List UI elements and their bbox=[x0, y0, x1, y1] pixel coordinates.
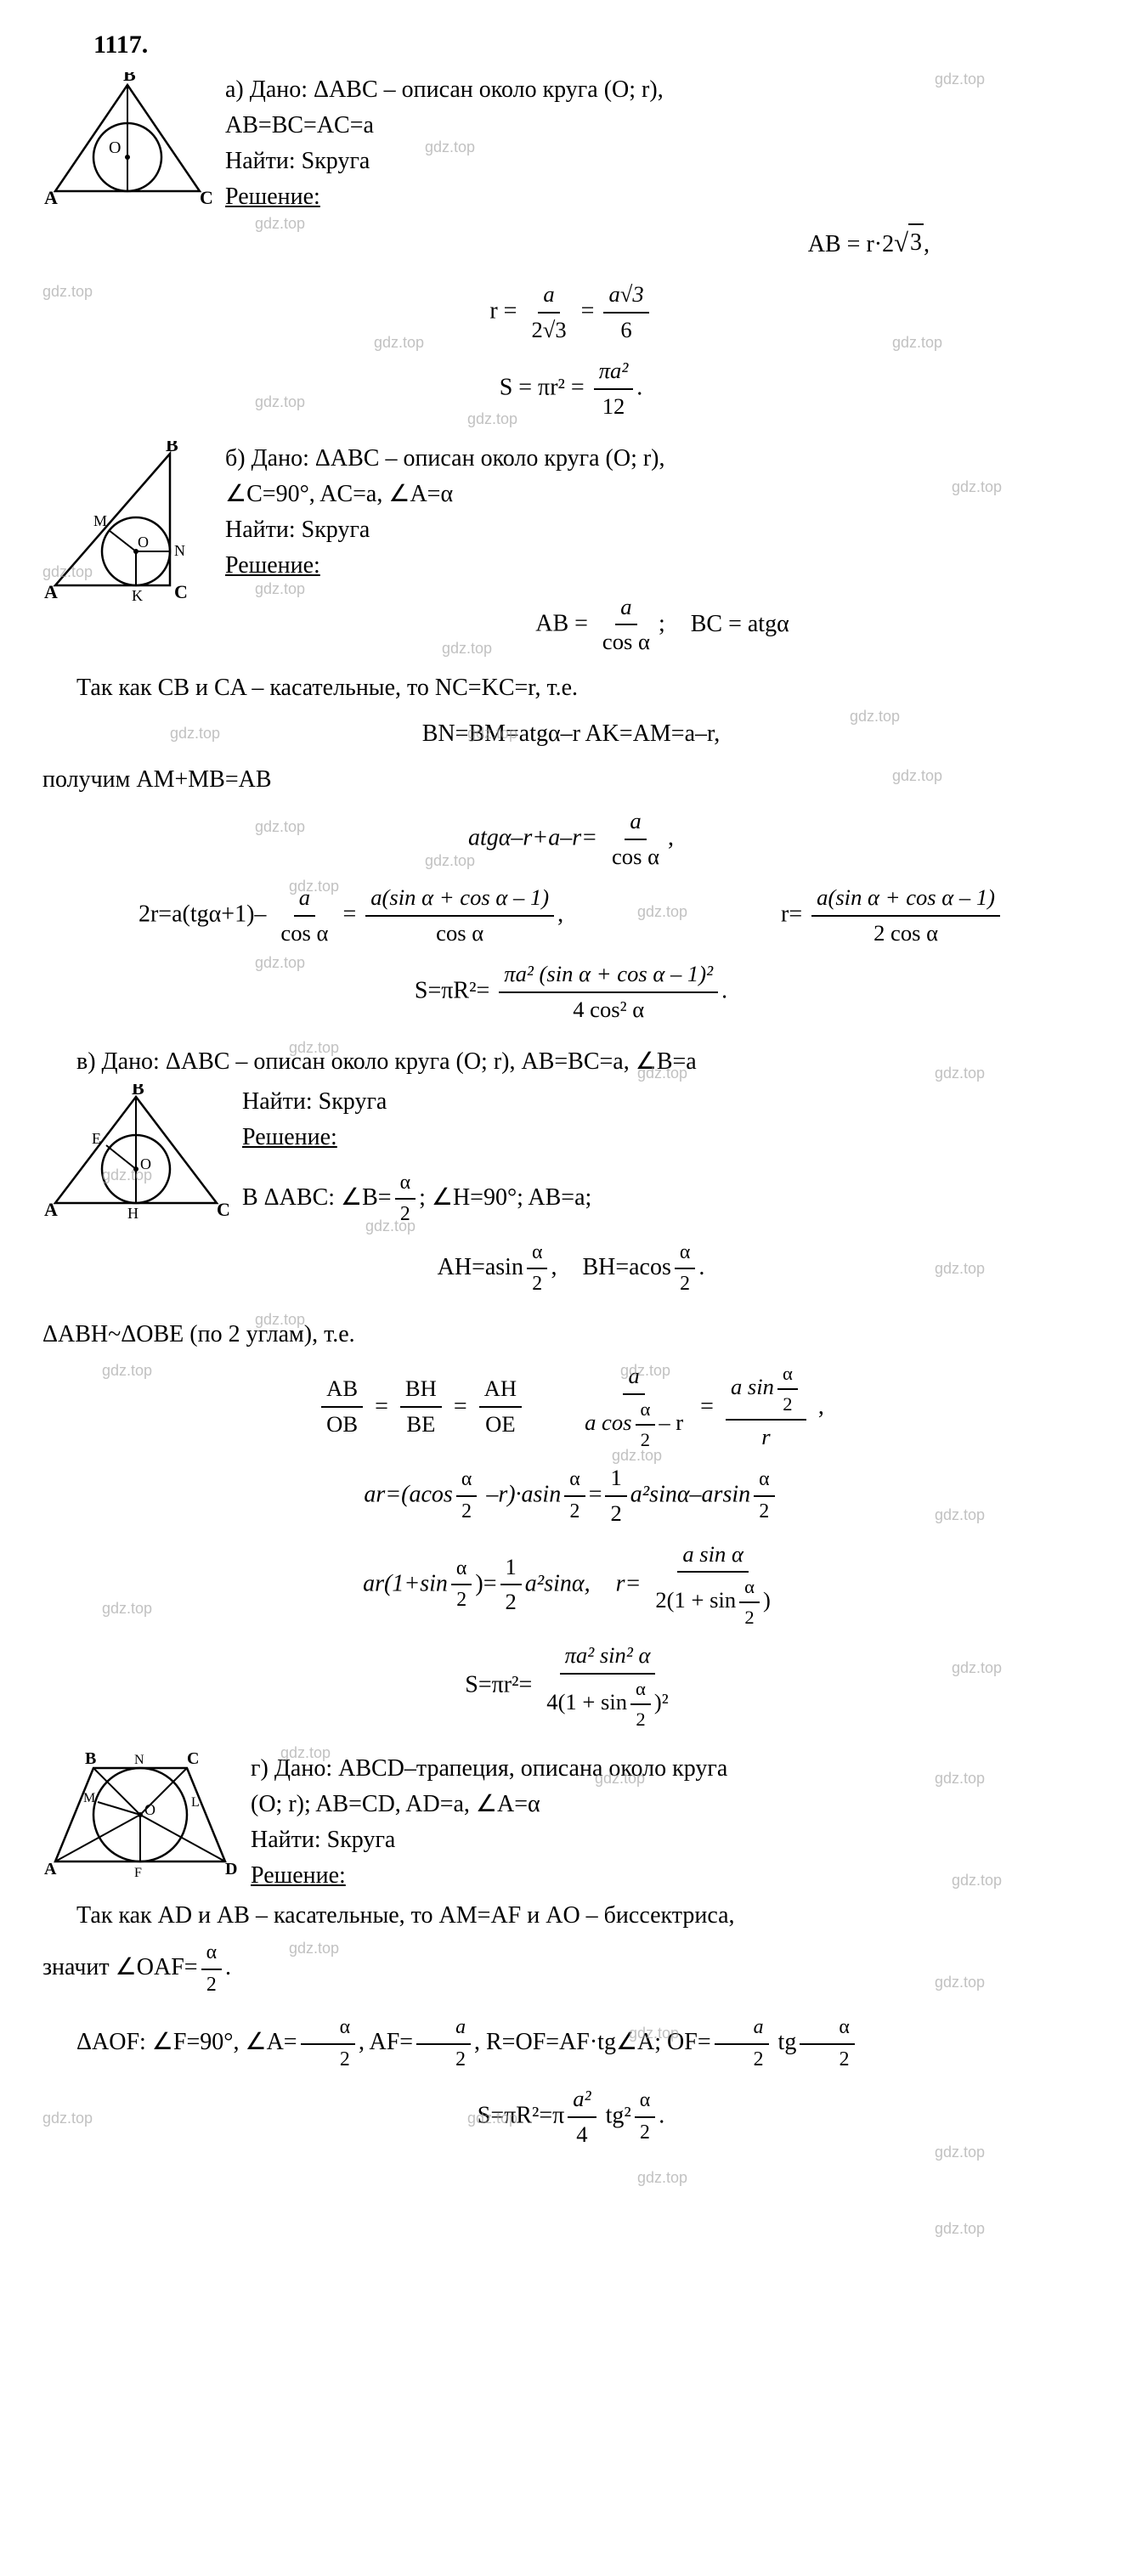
formula-b3: 2r=a(tgα+1)– acos α = a(sin α + cos α – … bbox=[42, 881, 1100, 951]
svg-text:A: A bbox=[44, 1860, 57, 1878]
solution-b: Решение: bbox=[225, 548, 1100, 584]
similar-c: ΔABH~ΔOBE (по 2 углам), т.е. bbox=[42, 1317, 1100, 1353]
svg-text:M: M bbox=[83, 1791, 95, 1805]
part-b: B A C O M N K б) Дано: ΔABC – описан око… bbox=[42, 441, 1100, 1027]
given-a2: AB=BC=AC=a bbox=[225, 108, 1100, 144]
svg-text:O: O bbox=[140, 1155, 151, 1172]
svg-text:C: C bbox=[217, 1199, 229, 1220]
watermark: gdz.top bbox=[637, 2166, 687, 2189]
svg-text:F: F bbox=[134, 1866, 142, 1878]
aof-line: ΔAOF: ∠F=90°, ∠A=α2, AF=a2, R=OF=AF·tg∠A… bbox=[42, 2013, 1100, 2075]
svg-text:O: O bbox=[144, 1801, 155, 1818]
svg-text:A: A bbox=[44, 1199, 58, 1220]
part-d: B C A D O M N L F г) Дано: ABCD–трапеция… bbox=[42, 1751, 1100, 2152]
given-b2: ∠C=90°, AC=a, ∠A=α bbox=[225, 477, 1100, 512]
svg-text:B: B bbox=[132, 1084, 144, 1099]
svg-text:A: A bbox=[44, 581, 58, 602]
in-abc: В ΔABC: ∠B=α2; ∠H=90°; AB=a; bbox=[242, 1168, 1100, 1230]
problem-number: 1117. bbox=[93, 25, 1100, 64]
get-line: получим AM+MB=AB bbox=[42, 762, 1100, 798]
given-d: г) Дано: ABCD–трапеция, описана около кр… bbox=[251, 1751, 1100, 1787]
solution-d: Решение: bbox=[251, 1858, 1100, 1894]
find-c: Найти: Sкруга bbox=[242, 1084, 1100, 1120]
tangent-b: Так как CB и CA – касательные, то NC=KC=… bbox=[42, 670, 1100, 706]
formula-a1: AB = r·23, bbox=[225, 222, 1100, 264]
watermark: gdz.top bbox=[935, 2217, 985, 2240]
svg-text:C: C bbox=[174, 581, 188, 602]
formula-c3: ar=(acosα2 –r)·asinα2=12a²sinα–arsinα2 bbox=[42, 1461, 1100, 1531]
svg-text:D: D bbox=[225, 1860, 237, 1878]
svg-text:L: L bbox=[191, 1795, 200, 1810]
svg-text:C: C bbox=[200, 187, 212, 208]
formula-a3: S = πr² = πa²12. bbox=[42, 354, 1100, 424]
formula-b1: AB = acos α; BC = atgα bbox=[225, 590, 1100, 660]
part-c: в) Дано: ΔABC – описан около круга (O; r… bbox=[42, 1044, 1100, 1734]
diagram-d: B C A D O M N L F bbox=[42, 1751, 238, 1890]
find-b: Найти: Sкруга bbox=[225, 512, 1100, 548]
svg-text:E: E bbox=[92, 1130, 101, 1147]
formula-a2: r = a2√3 = a√36 bbox=[42, 278, 1100, 347]
given-a: а) Дано: ΔABC – описан около круга (O; r… bbox=[225, 72, 1100, 108]
formula-d-final: S=πR²=πa²4 tg²α2. bbox=[42, 2082, 1100, 2152]
svg-text:O: O bbox=[138, 534, 149, 551]
find-d: Найти: Sкруга bbox=[251, 1822, 1100, 1858]
svg-text:A: A bbox=[44, 187, 58, 208]
svg-text:B: B bbox=[85, 1751, 96, 1768]
svg-text:B: B bbox=[166, 441, 178, 455]
svg-text:K: K bbox=[132, 587, 143, 602]
tangent-d: Так как AD и AB – касательные, то AM=AF … bbox=[42, 1898, 1100, 1934]
formula-c1: AH=asinα2, BH=acosα2. bbox=[42, 1238, 1100, 1300]
given-b: б) Дано: ΔABC – описан около круга (O; r… bbox=[225, 441, 1100, 477]
part-a: B A C O а) Дано: ΔABC – описан около кру… bbox=[42, 72, 1100, 424]
diagram-a: B A C O bbox=[42, 72, 212, 219]
svg-text:C: C bbox=[187, 1751, 199, 1768]
svg-text:B: B bbox=[123, 72, 136, 85]
formula-c5: S=πr²= πa² sin² α4(1 + sinα2)² bbox=[42, 1639, 1100, 1734]
solution-a: Решение: bbox=[225, 179, 1100, 215]
formula-b2: atgα–r+a–r= acos α, bbox=[42, 805, 1100, 874]
solution-c: Решение: bbox=[242, 1120, 1100, 1155]
svg-text:O: O bbox=[109, 138, 121, 157]
formula-c4: ar(1+sinα2)=12a²sinα, r= a sin α2(1 + si… bbox=[42, 1538, 1100, 1633]
formula-c2: ABOB = BHBE = AHOE aa cosα2– r = a sinα2… bbox=[42, 1359, 1100, 1455]
bn-line: BN=BM=atgα–r AK=AM=a–r, bbox=[42, 713, 1100, 755]
formula-b4: S=πR²= πa² (sin α + cos α – 1)²4 cos² α. bbox=[42, 958, 1100, 1027]
svg-text:N: N bbox=[134, 1753, 144, 1767]
svg-text:N: N bbox=[174, 542, 185, 559]
diagram-b: B A C O M N K bbox=[42, 441, 212, 613]
given-c: в) Дано: ΔABC – описан около круга (O; r… bbox=[42, 1044, 1100, 1080]
means-d: значит ∠OAF=α2. bbox=[42, 1938, 1100, 2000]
diagram-c: B A C O E H bbox=[42, 1084, 229, 1231]
svg-text:M: M bbox=[93, 512, 107, 529]
given-d2: (O; r); AB=CD, AD=a, ∠A=α bbox=[251, 1787, 1100, 1822]
svg-text:H: H bbox=[127, 1205, 139, 1220]
find-a: Найти: Sкруга bbox=[225, 144, 1100, 179]
